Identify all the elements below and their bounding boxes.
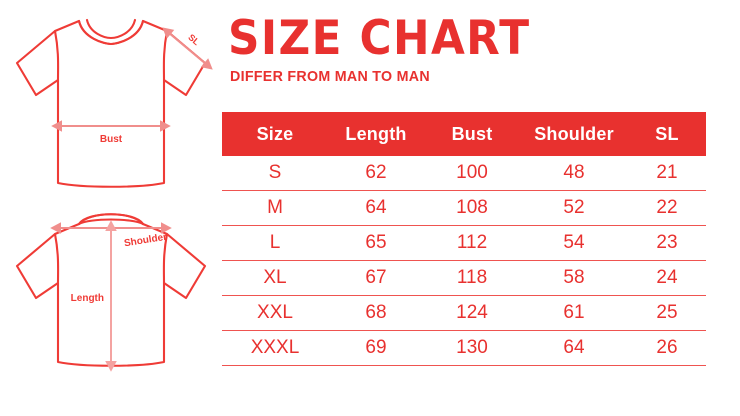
measurement-shoulder: Shoulder — [50, 222, 172, 250]
measurement-bust: Bust — [51, 120, 171, 145]
t-shirt-front-view: Bust SL — [0, 8, 222, 203]
measurement-length: Length — [71, 220, 117, 372]
table-row: XXXL 69 130 64 26 — [222, 330, 706, 366]
column-header-length: Length — [345, 123, 407, 144]
cell-bust: 124 — [424, 295, 520, 331]
cell-size: L — [222, 225, 328, 261]
cell-sl: 21 — [628, 156, 706, 191]
cell-shoulder: 48 — [520, 156, 628, 191]
cell-length: 67 — [328, 260, 424, 296]
measurement-label-sl: SL — [186, 32, 202, 47]
column-header-size: Size — [256, 123, 294, 144]
measurement-label-length: Length — [71, 293, 104, 304]
cell-bust: 130 — [424, 330, 520, 366]
title-block: SIZE CHART DIFFER FROM MAN TO MAN — [228, 11, 728, 86]
cell-size: XL — [222, 260, 328, 296]
size-table-header: Size Length Bust Shoulder SL — [222, 112, 706, 156]
measurement-sl: SL — [162, 27, 213, 70]
column-header-shoulder: Shoulder — [534, 123, 614, 144]
table-row: L 65 112 54 23 — [222, 225, 706, 261]
cell-shoulder: 52 — [520, 190, 628, 226]
t-shirt-front-outline — [15, 18, 207, 188]
cell-size: M — [222, 190, 328, 226]
size-table-body: S 62 100 48 21 M 64 108 52 22 L 65 112 — [222, 156, 706, 366]
column-header-bust: Bust — [451, 123, 493, 144]
cell-sl: 25 — [628, 295, 706, 331]
cell-bust: 108 — [424, 190, 520, 226]
cell-sl: 24 — [628, 260, 706, 296]
cell-bust: 118 — [424, 260, 520, 296]
measurement-label-bust: Bust — [100, 134, 123, 145]
measurement-label-shoulder: Shoulder — [123, 232, 168, 250]
content-panel: SIZE CHART DIFFER FROM MAN TO MAN Size L… — [222, 0, 740, 416]
cell-shoulder: 58 — [520, 260, 628, 296]
table-header-row: Size Length Bust Shoulder SL — [222, 112, 706, 156]
cell-shoulder: 54 — [520, 225, 628, 261]
cell-sl: 23 — [628, 225, 706, 261]
column-header-sl: SL — [655, 123, 679, 144]
size-table: Size Length Bust Shoulder SL S 62 100 48… — [222, 112, 706, 366]
cell-shoulder: 61 — [520, 295, 628, 331]
t-shirt-back-view: Shoulder Length — [0, 196, 222, 401]
page-subtitle: DIFFER FROM MAN TO MAN — [230, 68, 430, 85]
cell-size: XXL — [222, 295, 328, 331]
cell-sl: 22 — [628, 190, 706, 226]
cell-size: S — [222, 156, 328, 191]
cell-length: 68 — [328, 295, 424, 331]
table-row: S 62 100 48 21 — [222, 156, 706, 191]
table-row: M 64 108 52 22 — [222, 190, 706, 226]
cell-size: XXXL — [222, 330, 328, 366]
cell-length: 65 — [328, 225, 424, 261]
cell-shoulder: 64 — [520, 330, 628, 366]
table-row: XXL 68 124 61 25 — [222, 295, 706, 331]
cell-length: 69 — [328, 330, 424, 366]
cell-length: 64 — [328, 190, 424, 226]
cell-bust: 112 — [424, 225, 520, 261]
page-title: SIZE CHART — [228, 11, 531, 66]
cell-length: 62 — [328, 156, 424, 191]
table-row: XL 67 118 58 24 — [222, 260, 706, 296]
illustration-panel: Bust SL — [0, 0, 222, 416]
cell-bust: 100 — [424, 156, 520, 191]
cell-sl: 26 — [628, 330, 706, 366]
